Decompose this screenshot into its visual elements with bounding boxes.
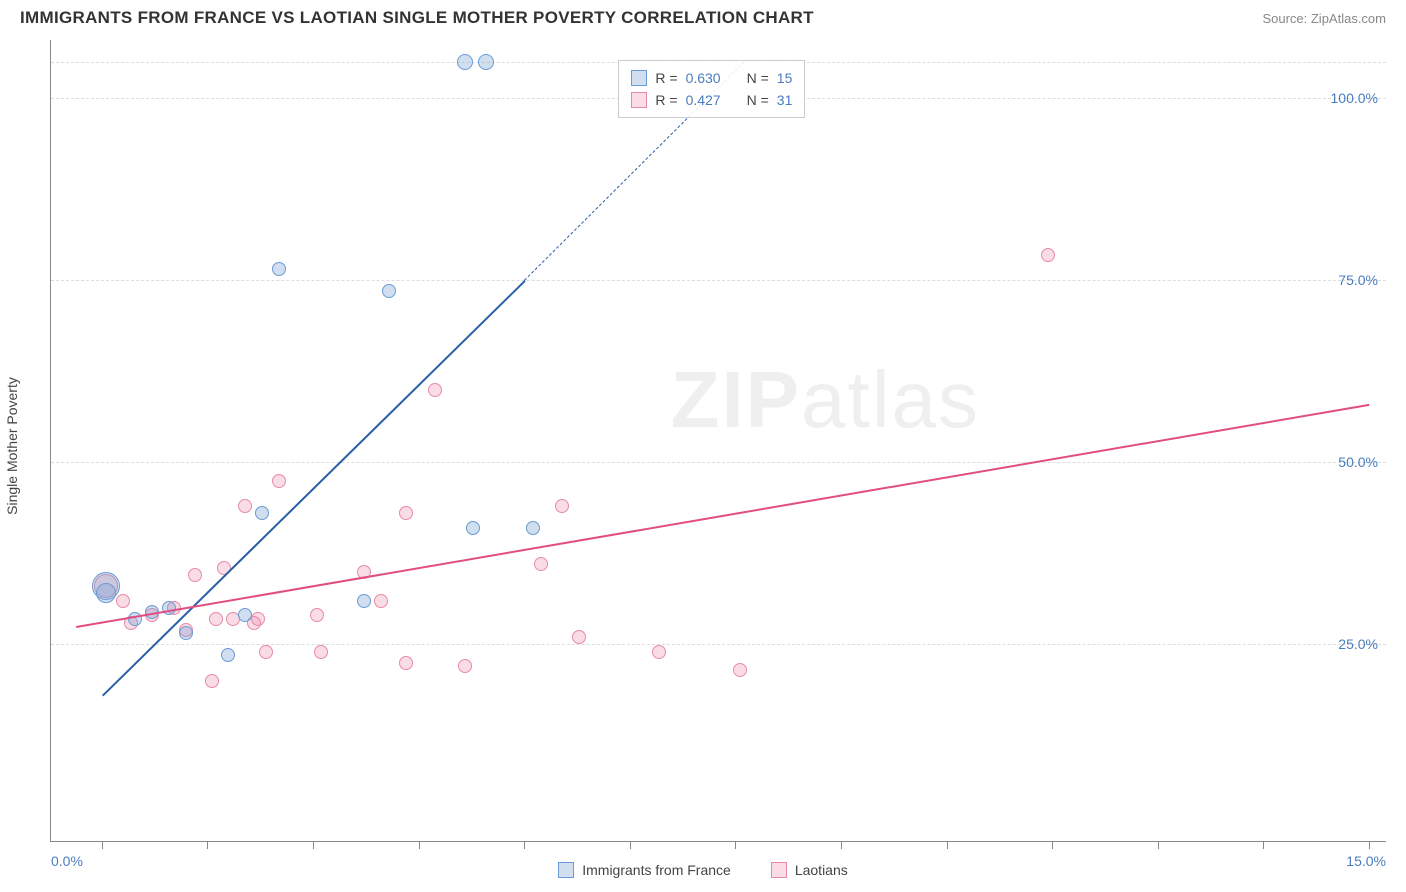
data-point-laotians bbox=[534, 557, 548, 571]
data-point-laotians bbox=[310, 608, 324, 622]
n-label: N = bbox=[747, 92, 769, 108]
data-point-laotians bbox=[259, 645, 273, 659]
trendline bbox=[102, 280, 526, 696]
x-tick bbox=[524, 841, 525, 849]
r-label: R = bbox=[655, 92, 677, 108]
data-point-laotians bbox=[272, 474, 286, 488]
data-point-laotians bbox=[399, 506, 413, 520]
data-point-laotians bbox=[188, 568, 202, 582]
x-tick bbox=[102, 841, 103, 849]
r-value: 0.630 bbox=[686, 70, 721, 86]
y-tick-label: 75.0% bbox=[1338, 272, 1378, 288]
legend-bottom: Immigrants from France Laotians bbox=[0, 862, 1406, 878]
data-point-france bbox=[457, 54, 473, 70]
legend-stats-row-laotians: R = 0.427 N = 31 bbox=[631, 89, 792, 111]
gridline-h bbox=[51, 644, 1386, 645]
r-value: 0.427 bbox=[686, 92, 721, 108]
x-tick bbox=[1369, 841, 1370, 849]
n-value: 31 bbox=[777, 92, 793, 108]
data-point-france bbox=[466, 521, 480, 535]
data-point-laotians bbox=[458, 659, 472, 673]
x-tick bbox=[630, 841, 631, 849]
data-point-france bbox=[382, 284, 396, 298]
x-tick bbox=[1263, 841, 1264, 849]
data-point-france bbox=[478, 54, 494, 70]
data-point-laotians bbox=[209, 612, 223, 626]
data-point-laotians bbox=[205, 674, 219, 688]
data-point-france bbox=[179, 626, 193, 640]
swatch-france bbox=[558, 862, 574, 878]
legend-label-france: Immigrants from France bbox=[582, 862, 731, 878]
legend-stats-row-france: R = 0.630 N = 15 bbox=[631, 67, 792, 89]
data-point-france bbox=[357, 594, 371, 608]
x-tick bbox=[1052, 841, 1053, 849]
legend-stats: R = 0.630 N = 15 R = 0.427 N = 31 bbox=[618, 60, 805, 118]
data-point-laotians bbox=[251, 612, 265, 626]
legend-item-laotians: Laotians bbox=[771, 862, 848, 878]
y-tick-label: 25.0% bbox=[1338, 636, 1378, 652]
swatch-laotians bbox=[631, 92, 647, 108]
data-point-laotians bbox=[428, 383, 442, 397]
x-tick bbox=[313, 841, 314, 849]
y-axis-label: Single Mother Poverty bbox=[4, 377, 20, 515]
data-point-france bbox=[238, 608, 252, 622]
data-point-laotians bbox=[399, 656, 413, 670]
x-tick bbox=[1158, 841, 1159, 849]
n-label: N = bbox=[747, 70, 769, 86]
r-label: R = bbox=[655, 70, 677, 86]
data-point-laotians bbox=[733, 663, 747, 677]
y-tick-label: 50.0% bbox=[1338, 454, 1378, 470]
gridline-h bbox=[51, 462, 1386, 463]
data-point-laotians bbox=[555, 499, 569, 513]
x-tick bbox=[207, 841, 208, 849]
data-point-france bbox=[96, 583, 116, 603]
data-point-laotians bbox=[314, 645, 328, 659]
data-point-france bbox=[255, 506, 269, 520]
trendline bbox=[76, 404, 1369, 628]
plot-area: 25.0%50.0%75.0%100.0%0.0%15.0%ZIPatlasR … bbox=[50, 40, 1386, 842]
source-label: Source: bbox=[1262, 11, 1310, 26]
plot-container: 25.0%50.0%75.0%100.0%0.0%15.0%ZIPatlasR … bbox=[50, 40, 1386, 842]
data-point-laotians bbox=[238, 499, 252, 513]
data-point-france bbox=[526, 521, 540, 535]
n-value: 15 bbox=[777, 70, 793, 86]
swatch-laotians bbox=[771, 862, 787, 878]
data-point-laotians bbox=[1041, 248, 1055, 262]
swatch-france bbox=[631, 70, 647, 86]
watermark: ZIPatlas bbox=[671, 354, 980, 446]
y-tick-label: 100.0% bbox=[1331, 90, 1378, 106]
legend-item-france: Immigrants from France bbox=[558, 862, 731, 878]
gridline-h bbox=[51, 280, 1386, 281]
data-point-laotians bbox=[116, 594, 130, 608]
data-point-laotians bbox=[652, 645, 666, 659]
legend-label-laotians: Laotians bbox=[795, 862, 848, 878]
source-credit: Source: ZipAtlas.com bbox=[1262, 11, 1386, 26]
x-tick bbox=[841, 841, 842, 849]
source-name[interactable]: ZipAtlas.com bbox=[1311, 11, 1386, 26]
data-point-laotians bbox=[374, 594, 388, 608]
x-tick bbox=[947, 841, 948, 849]
data-point-france bbox=[221, 648, 235, 662]
chart-title: IMMIGRANTS FROM FRANCE VS LAOTIAN SINGLE… bbox=[20, 8, 814, 28]
title-bar: IMMIGRANTS FROM FRANCE VS LAOTIAN SINGLE… bbox=[0, 0, 1406, 34]
data-point-france bbox=[272, 262, 286, 276]
x-tick bbox=[419, 841, 420, 849]
x-tick bbox=[735, 841, 736, 849]
data-point-laotians bbox=[572, 630, 586, 644]
